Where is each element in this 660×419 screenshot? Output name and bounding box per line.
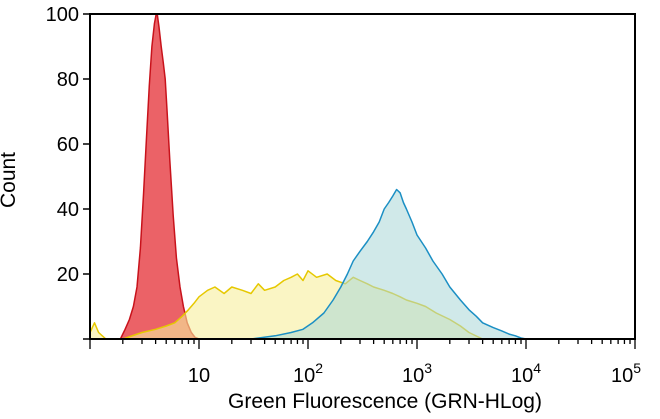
- x-tick-label: 10: [188, 365, 210, 387]
- x-axis-label: Green Fluorescence (GRN-HLog): [228, 390, 542, 413]
- y-axis-label: Count: [0, 152, 20, 208]
- y-tick-label: 60: [57, 134, 79, 156]
- x-tick-label: 104: [511, 360, 541, 387]
- y-tick-label: 80: [57, 69, 79, 91]
- x-axis: 10 102 103 104 105: [89, 339, 641, 387]
- series-layer: [90, 14, 527, 339]
- x-tick-label: 105: [611, 360, 641, 387]
- plot-frame: [89, 13, 636, 340]
- series-1-area: [120, 14, 199, 339]
- series-3-line: [250, 188, 527, 339]
- y-axis: 20 40 60 80 100: [46, 4, 90, 340]
- x-tick-label: 102: [293, 360, 323, 387]
- x-tick-label: 103: [402, 360, 432, 387]
- y-tick-label: 100: [46, 4, 79, 26]
- series-3-area: [251, 189, 526, 339]
- y-tick-label: 40: [57, 199, 79, 221]
- y-tick-label: 20: [57, 264, 79, 286]
- series-1-line: [119, 14, 200, 339]
